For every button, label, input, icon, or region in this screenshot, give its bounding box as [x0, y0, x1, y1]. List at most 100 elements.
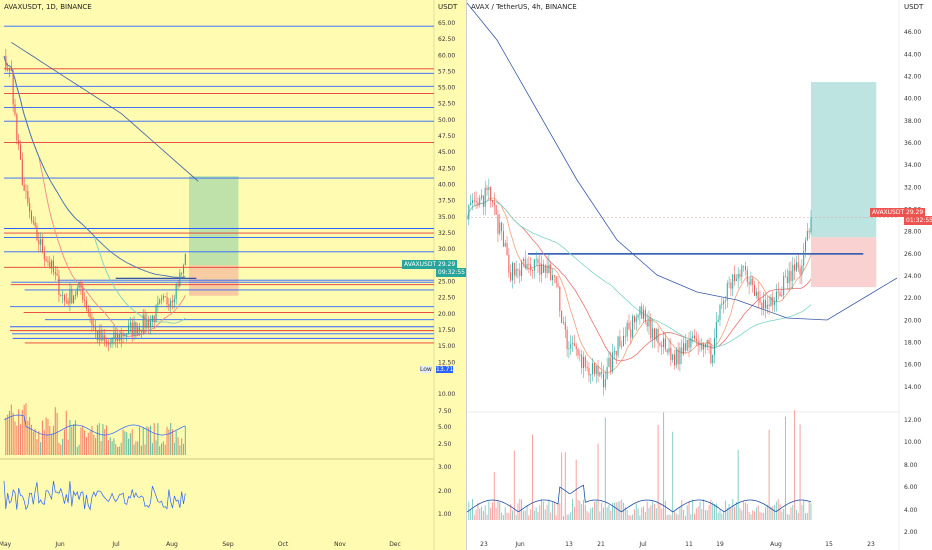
left-volume-bar — [184, 426, 186, 455]
right-time-label: Jul — [638, 541, 647, 548]
right-time-label: 15 — [825, 541, 833, 548]
right-volume-bar — [768, 429, 770, 520]
right-volume-bar — [471, 498, 473, 520]
left-volume-bar — [137, 441, 139, 455]
left-time-label: Dec — [389, 541, 401, 548]
left-volume-bar — [155, 440, 157, 455]
right-volume-bar — [652, 501, 654, 520]
right-current-symbol-tag: AVAXUSDT — [870, 208, 907, 217]
right-volume-bar — [592, 507, 594, 520]
right-candle — [535, 259, 537, 260]
right-candle — [497, 214, 499, 234]
right-time-label: 11 — [685, 541, 693, 548]
right-candle — [475, 201, 477, 203]
right-candle — [566, 329, 568, 350]
right-candle — [546, 265, 548, 274]
left-volume-bar — [82, 425, 84, 455]
left-candle — [181, 272, 183, 274]
right-candle — [612, 352, 614, 372]
right-volume-bar — [552, 502, 554, 520]
left-candle — [30, 211, 33, 221]
right-moving-average — [467, 199, 812, 348]
right-candle — [644, 309, 646, 322]
right-candle — [686, 339, 688, 351]
left-candle — [27, 191, 29, 204]
left-candle — [131, 322, 133, 336]
left-candle — [106, 341, 108, 344]
right-chart-svg[interactable]: 46.00 44.00 42.00 40.00 38.00 36.00 34.00 32.00… — [467, 0, 932, 550]
left-candle — [41, 239, 44, 253]
right-volume-bar — [532, 434, 534, 520]
left-candle — [19, 144, 22, 160]
right-volume-bar — [477, 503, 479, 520]
right-price-tick: 46.00 — [904, 29, 921, 36]
right-candle — [592, 363, 594, 375]
right-candle — [564, 322, 566, 330]
left-volume-bar — [23, 404, 25, 455]
right-candle — [761, 302, 763, 309]
right-volume-bar — [475, 509, 477, 520]
left-candle — [21, 159, 23, 185]
right-candle — [515, 269, 517, 276]
right-candle — [783, 276, 785, 296]
right-volume-bar — [684, 515, 686, 520]
right-volume-bar — [628, 514, 630, 520]
left-volume-bar — [139, 426, 141, 455]
left-volume-bar — [41, 420, 44, 455]
right-candle — [584, 356, 586, 368]
right-candle — [488, 187, 490, 191]
right-price-axis-unit: USDT — [904, 3, 924, 11]
right-candle — [624, 335, 626, 337]
left-volume-bar — [133, 444, 135, 455]
right-volume-tick: 10.00 — [904, 439, 921, 446]
right-volume-bar — [706, 510, 708, 520]
right-volume-bar — [673, 511, 675, 520]
left-volume-bar — [91, 425, 93, 455]
left-volume-bar — [170, 422, 172, 455]
left-volume-bar — [168, 429, 170, 455]
left-price-tick: 42.50 — [438, 165, 455, 172]
right-candle — [794, 264, 796, 271]
left-candle — [25, 190, 27, 192]
right-candle — [797, 262, 799, 269]
left-candle — [49, 262, 51, 269]
right-volume-bar — [501, 512, 503, 520]
right-candle — [521, 261, 523, 276]
right-volume-bar — [710, 499, 712, 520]
left-candle — [118, 333, 120, 341]
left-candle — [7, 69, 9, 71]
right-volume-bar — [714, 503, 716, 520]
left-candle — [166, 297, 168, 305]
left-volume-bar — [89, 431, 91, 455]
right-candle — [593, 363, 595, 374]
left-volume-bar — [45, 417, 47, 455]
left-price-tick: 22.50 — [438, 295, 455, 302]
right-candle — [688, 339, 690, 348]
right-candle — [712, 354, 714, 364]
left-candle — [36, 226, 38, 240]
left-price-tick: 37.50 — [438, 198, 455, 205]
left-candle — [148, 319, 150, 328]
left-volume-bar — [67, 439, 69, 455]
right-volume-tick: 2.00 — [904, 529, 918, 536]
right-candle — [530, 264, 532, 271]
right-chart-panel[interactable]: 46.00 44.00 42.00 40.00 38.00 36.00 34.00 32.00… — [466, 0, 932, 550]
left-price-tick: 45.00 — [438, 149, 455, 156]
right-candle — [708, 340, 710, 345]
right-volume-bar — [595, 500, 597, 520]
right-volume-bar — [755, 507, 757, 520]
right-candle — [710, 344, 712, 364]
right-volume-bar — [763, 512, 765, 520]
right-volume-bar — [679, 507, 681, 520]
right-volume-bar — [779, 504, 781, 520]
left-price-tick: 52.50 — [438, 101, 455, 108]
left-chart-panel[interactable]: 65.00 62.50 60.00 57.50 55.00 52.50 50.00 47.50… — [0, 0, 466, 550]
right-volume-bar — [593, 501, 595, 520]
right-volume-bar — [522, 510, 524, 520]
right-volume-bar — [539, 505, 541, 520]
left-low-value: 13.71 — [436, 366, 454, 373]
right-volume-bar — [699, 501, 701, 520]
right-candle — [526, 263, 528, 269]
left-volume-bar — [14, 421, 16, 455]
left-chart-svg[interactable]: 65.00 62.50 60.00 57.50 55.00 52.50 50.00 47.50… — [0, 0, 466, 550]
